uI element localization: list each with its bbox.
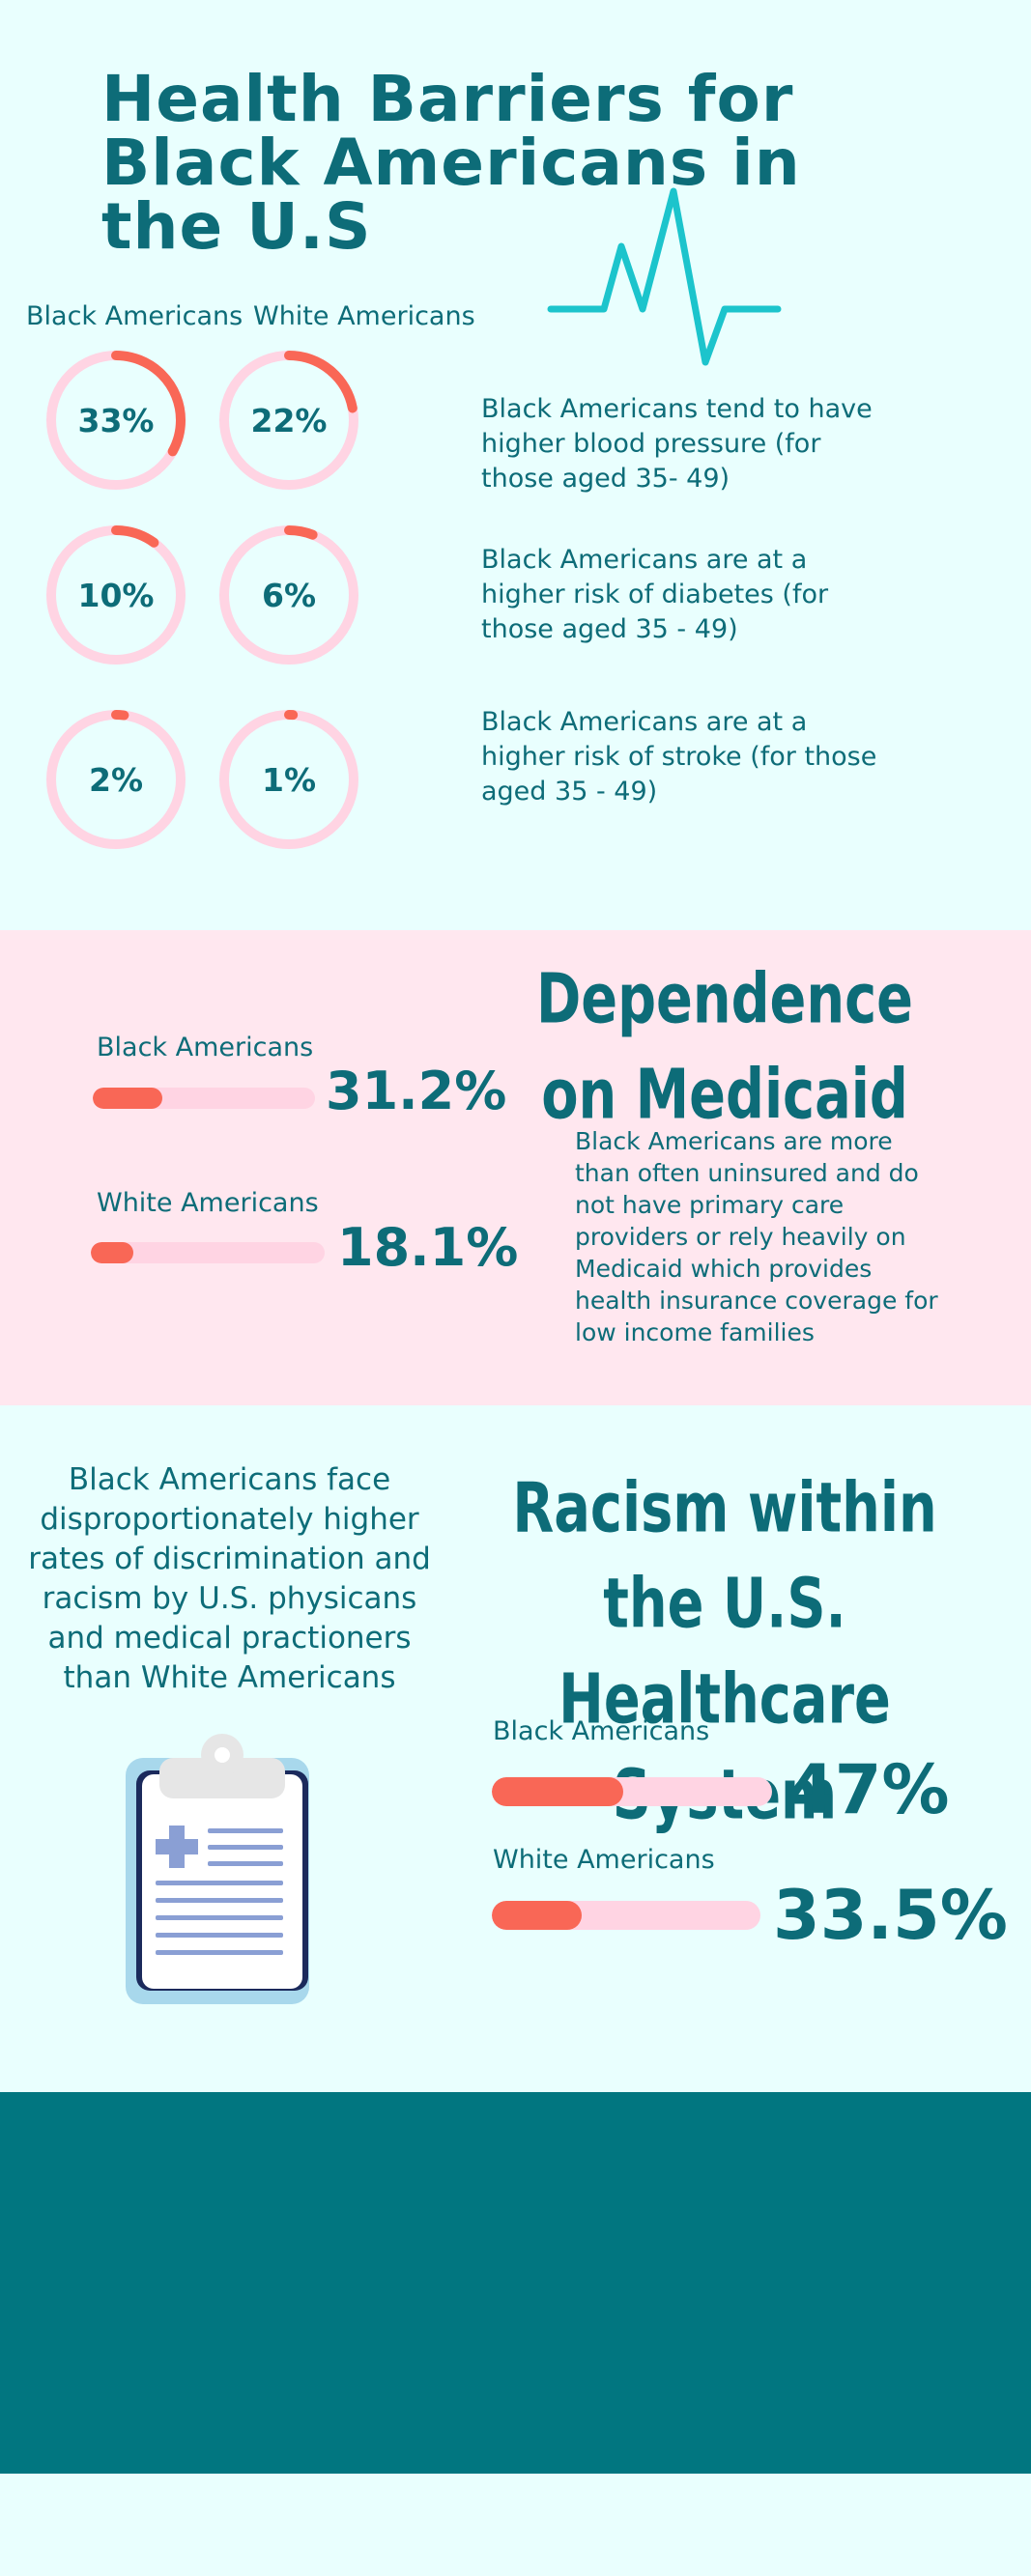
racism-white-label: White Americans (493, 1845, 715, 1875)
medicaid-white-pct: 18.1% (337, 1217, 519, 1278)
racism-black-bar-fill (492, 1777, 624, 1806)
donut-ring (46, 525, 186, 665)
column-label-white: White Americans (253, 301, 475, 331)
racism-black-bar-track (492, 1777, 772, 1806)
medicaid-section (0, 930, 1031, 1405)
medical-clipboard-icon (126, 1734, 309, 2004)
medicaid-black-bar-track (93, 1088, 315, 1109)
medicaid-title: Dependence on Medicaid (535, 957, 914, 1135)
donut-value: 1% (261, 760, 317, 799)
donut-value: 6% (261, 576, 317, 614)
racism-white-bar-track (492, 1901, 760, 1930)
donut-ring (219, 351, 358, 490)
medicaid-white-label: White Americans (97, 1188, 319, 1218)
page-title: Health Barriers for Black Americans in t… (101, 62, 801, 264)
donut-ring (219, 710, 358, 849)
medicaid-black-label: Black Americans (97, 1033, 314, 1062)
donut-ring (219, 525, 358, 665)
footer-band (0, 2092, 1031, 2474)
medicaid-black-pct: 31.2% (326, 1061, 507, 1121)
heartbeat-line-icon (547, 187, 782, 366)
donut-value: 33% (77, 401, 155, 439)
racism-black-pct: 47% (788, 1750, 950, 1829)
donut-ring (46, 351, 186, 490)
donut-white-stroke: 1% (216, 707, 361, 852)
stat-text-blood-pressure: Black Americans tend to have higher bloo… (481, 394, 873, 494)
donut-value: 2% (88, 760, 144, 799)
stat-text-stroke: Black Americans are at a higher risk of … (481, 707, 877, 807)
donut-white-diabetes: 6% (216, 523, 361, 667)
column-label-black: Black Americans (26, 301, 243, 331)
donut-black-blood-pressure: 33% (43, 348, 188, 493)
medicaid-description: Black Americans are more than often unin… (575, 1127, 938, 1346)
donut-value: 22% (250, 401, 328, 439)
donut-black-stroke: 2% (43, 707, 188, 852)
racism-title: Racism within the U.S. Healthcare System (512, 1466, 937, 1835)
donut-ring (46, 710, 186, 849)
medicaid-black-bar-fill (93, 1088, 162, 1109)
medicaid-white-bar-fill (91, 1242, 133, 1263)
stat-text-diabetes: Black Americans are at a higher risk of … (481, 545, 829, 644)
racism-white-pct: 33.5% (773, 1876, 1008, 1955)
donut-black-diabetes: 10% (43, 523, 188, 667)
racism-description: Black Americans face disproportionately … (28, 1462, 431, 1695)
racism-white-bar-fill (492, 1901, 583, 1930)
racism-black-label: Black Americans (493, 1716, 710, 1746)
donut-white-blood-pressure: 22% (216, 348, 361, 493)
medicaid-white-bar-track (91, 1242, 325, 1263)
donut-value: 10% (77, 576, 155, 614)
